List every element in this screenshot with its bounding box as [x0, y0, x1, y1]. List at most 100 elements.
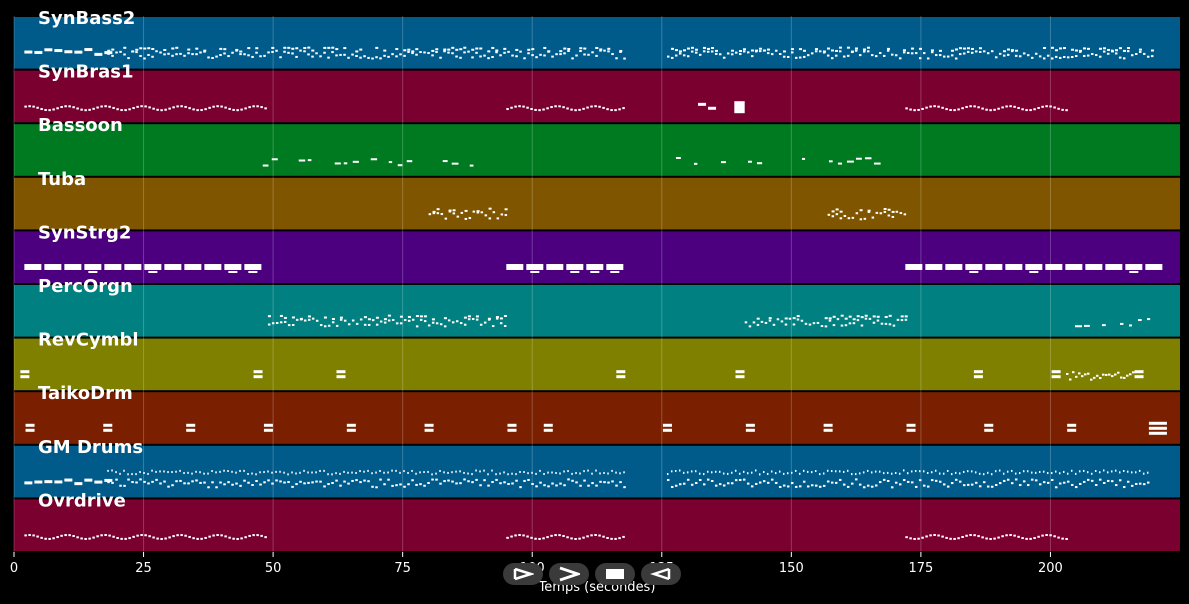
- note-mark: [415, 315, 419, 318]
- note-mark: [1070, 469, 1073, 472]
- note-mark: [468, 217, 472, 220]
- note-mark: [826, 469, 829, 472]
- note-mark: [882, 54, 886, 57]
- note-mark: [24, 263, 42, 270]
- note-mark: [718, 53, 722, 56]
- note-mark: [72, 106, 75, 109]
- note-mark: [180, 105, 183, 108]
- note-mark: [1146, 471, 1149, 474]
- note-mark: [339, 53, 342, 56]
- note-mark: [471, 318, 475, 321]
- note-mark: [331, 481, 334, 484]
- note-mark: [874, 484, 878, 487]
- note-mark: [1025, 537, 1028, 540]
- note-mark: [1128, 324, 1132, 327]
- note-mark: [900, 315, 904, 318]
- note-mark: [1057, 536, 1060, 539]
- note-mark: [846, 469, 849, 472]
- note-mark: [1098, 377, 1102, 380]
- note-mark: [40, 108, 43, 111]
- track-title: Bassoon: [38, 115, 123, 136]
- note-mark: [1029, 109, 1032, 112]
- note-mark: [255, 473, 257, 476]
- note-mark: [339, 484, 342, 487]
- note-mark: [247, 54, 250, 57]
- note-mark: [978, 47, 982, 50]
- note-mark: [1009, 534, 1012, 537]
- note-mark: [151, 55, 154, 58]
- note-mark: [263, 54, 266, 57]
- note-mark: [123, 484, 126, 487]
- note-mark: [754, 482, 758, 485]
- note-mark: [694, 51, 698, 54]
- track-notes: [24, 469, 1150, 489]
- note-mark: [491, 325, 495, 328]
- note-mark: [447, 479, 450, 482]
- note-mark: [526, 106, 529, 109]
- note-mark: [1061, 537, 1064, 540]
- note-mark: [144, 263, 162, 270]
- note-mark: [323, 51, 326, 54]
- note-mark: [387, 55, 390, 58]
- note-mark: [866, 469, 869, 472]
- note-mark: [151, 480, 154, 483]
- note-mark: [734, 469, 737, 472]
- note-mark: [415, 53, 418, 56]
- note-mark: [917, 108, 920, 111]
- note-mark: [682, 471, 685, 474]
- note-mark: [303, 482, 306, 485]
- note-mark: [602, 535, 605, 538]
- x-tick-label: 50: [265, 561, 282, 576]
- note-mark: [367, 323, 371, 326]
- note-mark: [906, 51, 910, 54]
- note-mark: [778, 470, 781, 473]
- note-mark: [52, 108, 55, 111]
- track-lane: [14, 338, 1180, 391]
- note-mark: [734, 51, 738, 54]
- note-mark: [475, 51, 478, 54]
- note-mark: [843, 214, 847, 217]
- note-mark: [431, 321, 435, 324]
- note-mark: [1062, 481, 1066, 484]
- note-mark: [531, 471, 533, 474]
- note-mark: [411, 318, 415, 321]
- note-mark: [140, 105, 143, 108]
- note-mark: [859, 218, 863, 221]
- note-mark: [534, 537, 537, 540]
- note-mark: [750, 471, 753, 474]
- stop-button[interactable]: [595, 563, 635, 585]
- note-mark: [463, 316, 467, 319]
- note-mark: [1114, 49, 1118, 52]
- rewind-button[interactable]: [641, 563, 681, 585]
- note-mark: [395, 322, 399, 325]
- note-mark: [275, 49, 278, 52]
- note-mark: [566, 107, 569, 110]
- note-mark: [1102, 47, 1106, 50]
- note-mark: [239, 50, 243, 53]
- note-mark: [542, 537, 545, 540]
- note-mark: [347, 56, 350, 59]
- note-mark: [311, 317, 315, 320]
- note-mark: [993, 537, 996, 540]
- note-mark: [622, 107, 625, 110]
- note-mark: [455, 320, 459, 323]
- note-mark: [1051, 370, 1061, 374]
- note-mark: [184, 534, 187, 537]
- note-mark: [802, 469, 805, 472]
- note-mark: [1138, 482, 1142, 485]
- note-mark: [279, 314, 283, 317]
- note-mark: [103, 423, 113, 427]
- note-mark: [1067, 423, 1077, 427]
- note-mark: [25, 423, 35, 427]
- note-mark: [938, 49, 942, 52]
- note-mark: [806, 485, 810, 488]
- note-mark: [131, 473, 133, 476]
- note-mark: [913, 537, 916, 540]
- note-mark: [566, 536, 569, 539]
- note-mark: [228, 107, 231, 110]
- note-mark: [239, 469, 241, 472]
- note-mark: [693, 162, 698, 165]
- play-button[interactable]: [503, 563, 543, 585]
- note-mark: [830, 57, 834, 60]
- forward-button[interactable]: [549, 563, 589, 585]
